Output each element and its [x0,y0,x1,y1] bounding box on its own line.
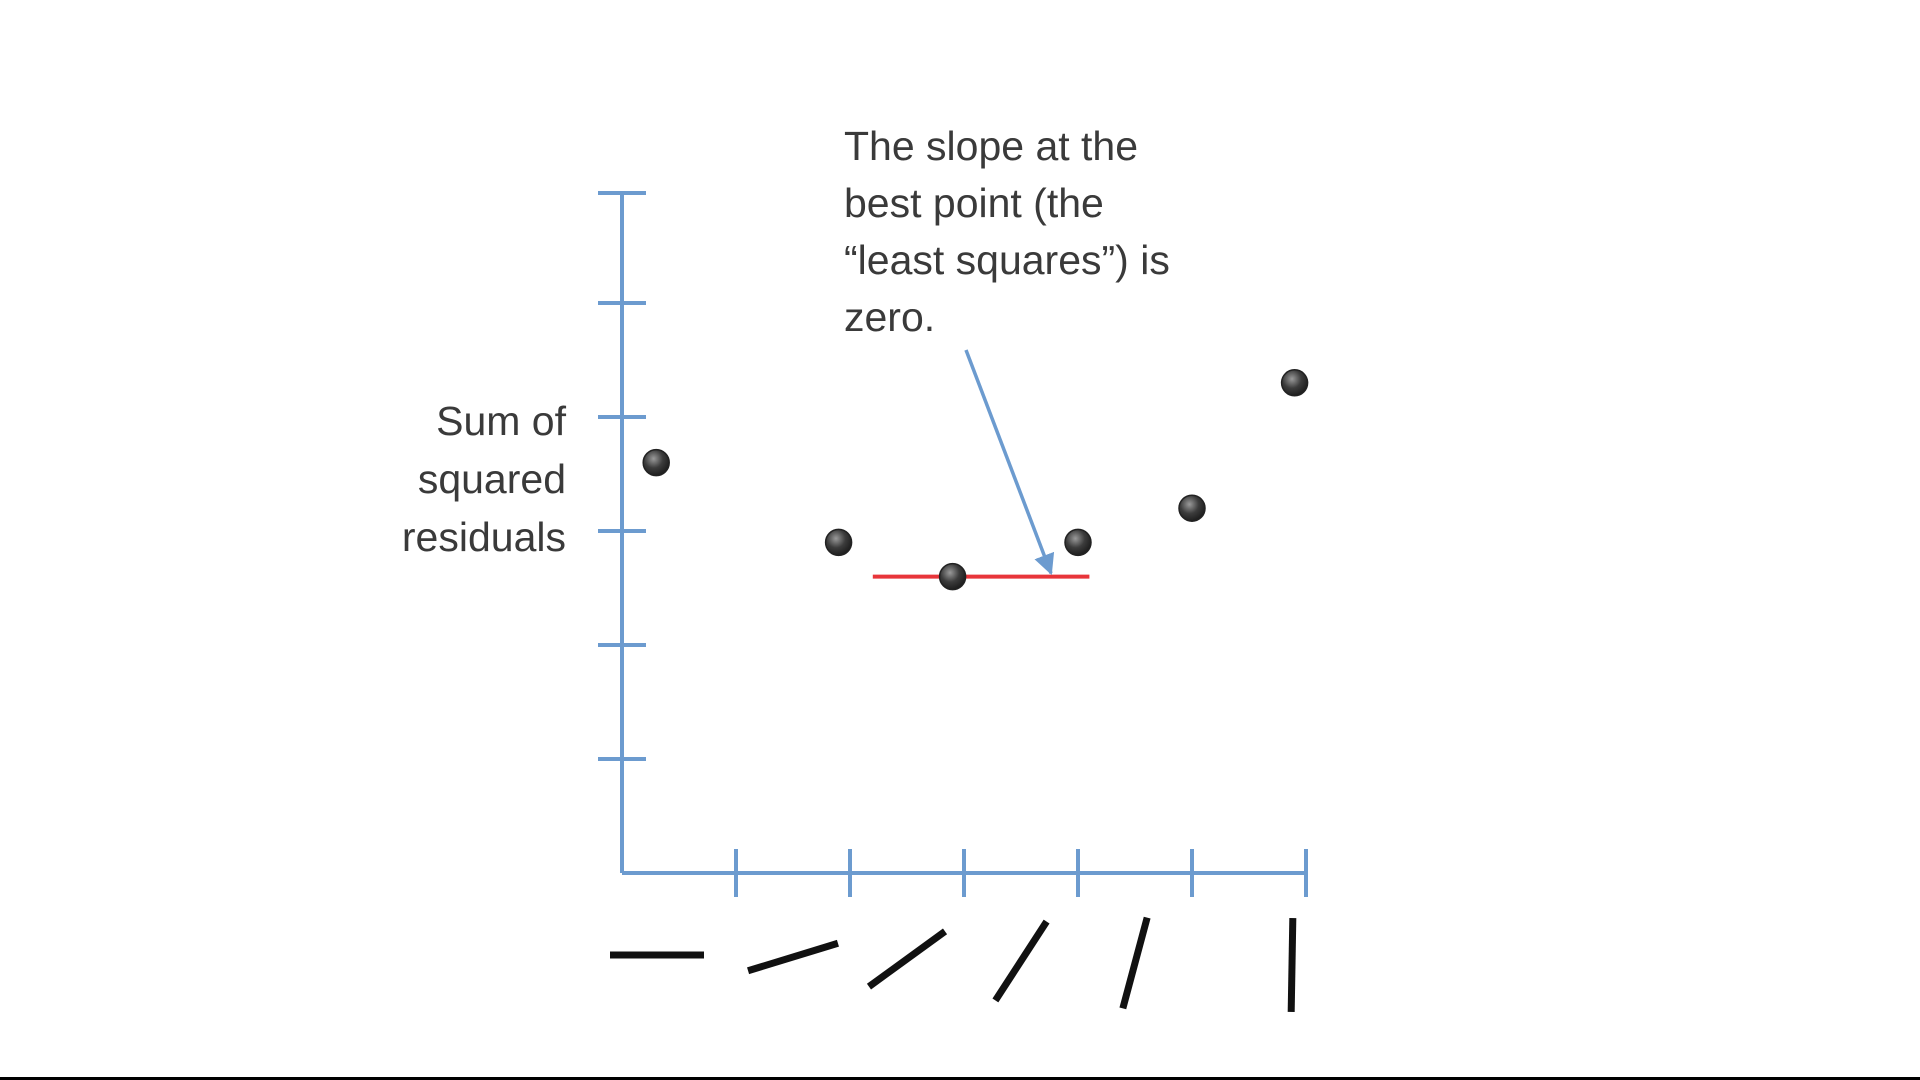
data-point-3 [938,562,967,591]
y-axis-label: Sum of squared residuals [401,398,566,560]
data-point-2 [824,528,853,557]
x-category-slope-steep [992,919,1050,1003]
x-category-slope-moderate [866,928,948,990]
data-point-1 [642,448,670,477]
data-point-6 [1280,369,1309,397]
x-category-slope-steeper [1119,916,1151,1010]
data-point-4 [1064,528,1092,557]
annotation-arrow [964,349,1055,576]
x-category-slope-vertical [1287,917,1297,1013]
annotation-text: The slope at the best point (the “least … [844,123,1170,340]
data-point-5 [1178,494,1206,522]
x-category-slope-shallow [747,939,839,975]
